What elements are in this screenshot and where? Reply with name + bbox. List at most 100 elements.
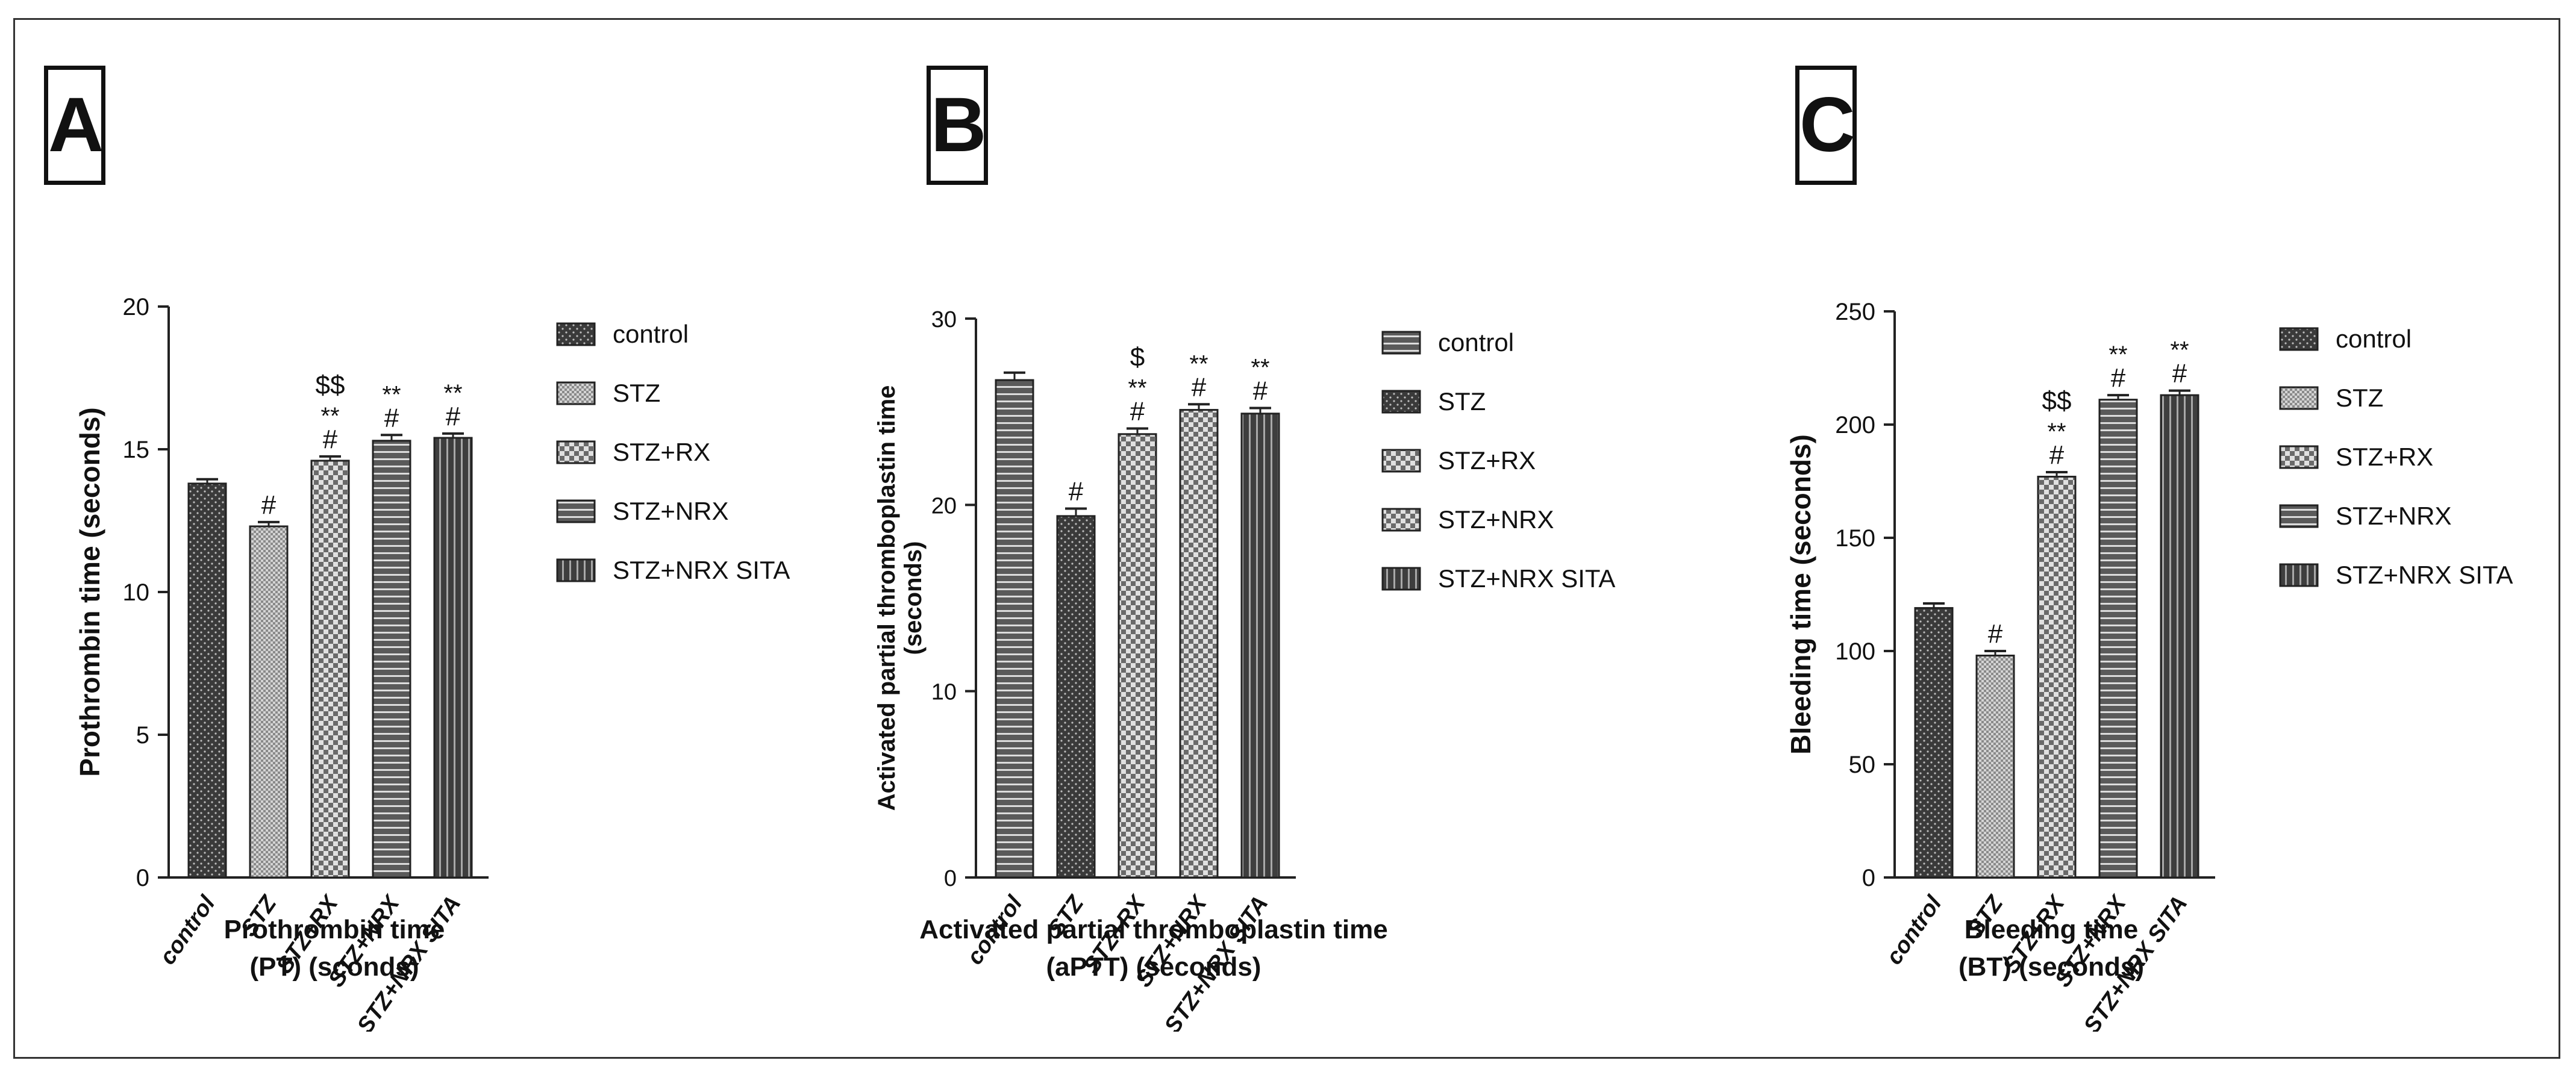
y-tick-label: 50 <box>1849 752 1876 778</box>
bar-stz-nrx-sita <box>2160 394 2199 879</box>
legend-swatch <box>2279 504 2319 528</box>
caption-c-line2: (BT) (seconds) <box>1959 952 2144 982</box>
significance-mark: $$ <box>2042 386 2072 416</box>
bar-control <box>995 379 1034 879</box>
y-tick-label: 0 <box>944 866 957 891</box>
bar-stz <box>249 525 289 879</box>
panel-label-b: B <box>927 66 988 185</box>
y-tick-label: 150 <box>1835 525 1875 552</box>
panel-label-c: C <box>1795 66 1857 185</box>
y-tick-label: 250 <box>1835 299 1875 325</box>
bar-stz-rx <box>1118 433 1157 879</box>
legend-label: STZ <box>2336 384 2383 412</box>
legend-label: STZ+RX <box>1438 446 1536 475</box>
legend-swatch <box>2279 445 2319 469</box>
legend-label: STZ+NRX SITA <box>2336 561 2513 589</box>
y-tick-label: 20 <box>123 294 150 320</box>
significance-mark: ** <box>443 380 462 407</box>
legend-swatch <box>556 558 596 582</box>
caption-b: Activated partial thromboplastin time (a… <box>883 911 1425 986</box>
significance-mark: # <box>2049 440 2065 470</box>
legend-label: control <box>1438 328 1514 357</box>
legend-label: STZ+NRX SITA <box>1438 564 1615 593</box>
y-tick-label: 20 <box>931 493 957 519</box>
figure-frame: A 0 5 10 15 20 Prothrombin time (seconds) cont… <box>13 18 2560 1059</box>
legend-label: STZ+RX <box>2336 443 2433 471</box>
significance-mark: ** <box>2170 337 2189 364</box>
bar-stz-rx <box>2037 475 2077 879</box>
legend-label: control <box>2336 325 2412 353</box>
legend-swatch <box>556 381 596 405</box>
y-axis-title: Activated partial thromboplastin time(se… <box>874 385 927 811</box>
legend-swatch <box>2279 327 2319 351</box>
significance-mark: # <box>384 403 399 432</box>
chart-b: 0 10 20 30 Activated partial thromboplastin … <box>874 307 1615 1032</box>
legend-swatch <box>1381 390 1421 414</box>
significance-mark: # <box>323 425 338 454</box>
significance-mark: ** <box>1189 351 1208 377</box>
legend-swatch <box>2279 563 2319 587</box>
y-tick-label: 200 <box>1835 412 1875 438</box>
legend-label: STZ+NRX <box>2336 502 2452 530</box>
chart-c: 0 50 100 150 200 250 Bleeding time (seconds) co… <box>1785 299 2513 1032</box>
significance-mark: ** <box>2047 419 2066 445</box>
bar-stz <box>1056 515 1096 879</box>
bar-stz-nrx <box>372 440 411 879</box>
panel-label-a: A <box>44 66 105 185</box>
chart-a: 0 5 10 15 20 Prothrombin time (seconds) contro… <box>74 294 790 1032</box>
legend-swatch <box>1381 567 1421 591</box>
significance-mark: # <box>1988 619 2003 649</box>
legend-swatch <box>556 499 596 523</box>
bar-stz-nrx <box>2098 399 2138 879</box>
caption-a-line2: (PT) (sconds) <box>249 952 419 982</box>
significance-mark: # <box>261 490 277 520</box>
y-tick-label: 0 <box>1862 865 1875 891</box>
significance-mark: $ <box>1130 343 1145 372</box>
y-tick-label: 100 <box>1835 638 1875 665</box>
significance-mark: ** <box>1128 375 1146 402</box>
legend-swatch <box>2279 386 2319 410</box>
caption-a-line1: Prothrombin time <box>224 915 445 944</box>
bar-control <box>187 482 227 879</box>
bar-stz-nrx <box>1179 409 1219 879</box>
significance-mark: # <box>446 402 461 431</box>
legend-label: STZ <box>613 379 660 407</box>
significance-mark: ** <box>320 403 339 429</box>
legend-label: STZ+NRX <box>1438 505 1554 534</box>
y-tick-label: 30 <box>931 307 957 332</box>
caption-c: Bleeding time (BT) (seconds) <box>1871 911 2232 986</box>
legend-swatch <box>1381 508 1421 532</box>
significance-mark: # <box>1253 376 1268 405</box>
legend-swatch <box>1381 331 1421 355</box>
legend-swatch <box>556 440 596 464</box>
significance-mark: # <box>1069 477 1084 506</box>
y-tick-label: 15 <box>123 437 150 463</box>
significance-mark: # <box>2172 359 2187 388</box>
significance-mark: ** <box>2109 341 2127 368</box>
y-tick-label: 5 <box>136 722 149 749</box>
legend-label: control <box>613 320 689 348</box>
caption-a: Prothrombin time (PT) (sconds) <box>154 911 515 986</box>
bar-stz-nrx-sita <box>433 437 473 879</box>
y-tick-label: 10 <box>123 579 150 606</box>
legend-swatch <box>1381 449 1421 473</box>
legend-label: STZ <box>1438 387 1486 416</box>
legend-swatch <box>556 322 596 346</box>
significance-mark: ** <box>382 381 401 408</box>
bar-control <box>1914 607 1954 879</box>
caption-b-line2: (aPTT) (seconds) <box>1046 952 1261 982</box>
y-tick-label: 10 <box>931 680 957 705</box>
y-axis-title: Prothrombin time (seconds) <box>74 407 105 776</box>
y-tick-label: 0 <box>136 865 149 891</box>
caption-c-line1: Bleeding time <box>1964 915 2139 944</box>
legend-label: STZ+RX <box>613 438 710 466</box>
significance-mark: # <box>1130 397 1145 426</box>
bar-stz-rx <box>310 460 350 879</box>
significance-mark: # <box>2111 363 2126 393</box>
y-axis-title: Bleeding time (seconds) <box>1785 434 1816 755</box>
legend-label: STZ+NRX SITA <box>613 556 790 584</box>
bar-stz-nrx-sita <box>1240 413 1280 879</box>
caption-b-line1: Activated partial thromboplastin time <box>919 915 1388 944</box>
legend-label: STZ+NRX <box>613 497 729 525</box>
bar-stz <box>1975 655 2015 879</box>
